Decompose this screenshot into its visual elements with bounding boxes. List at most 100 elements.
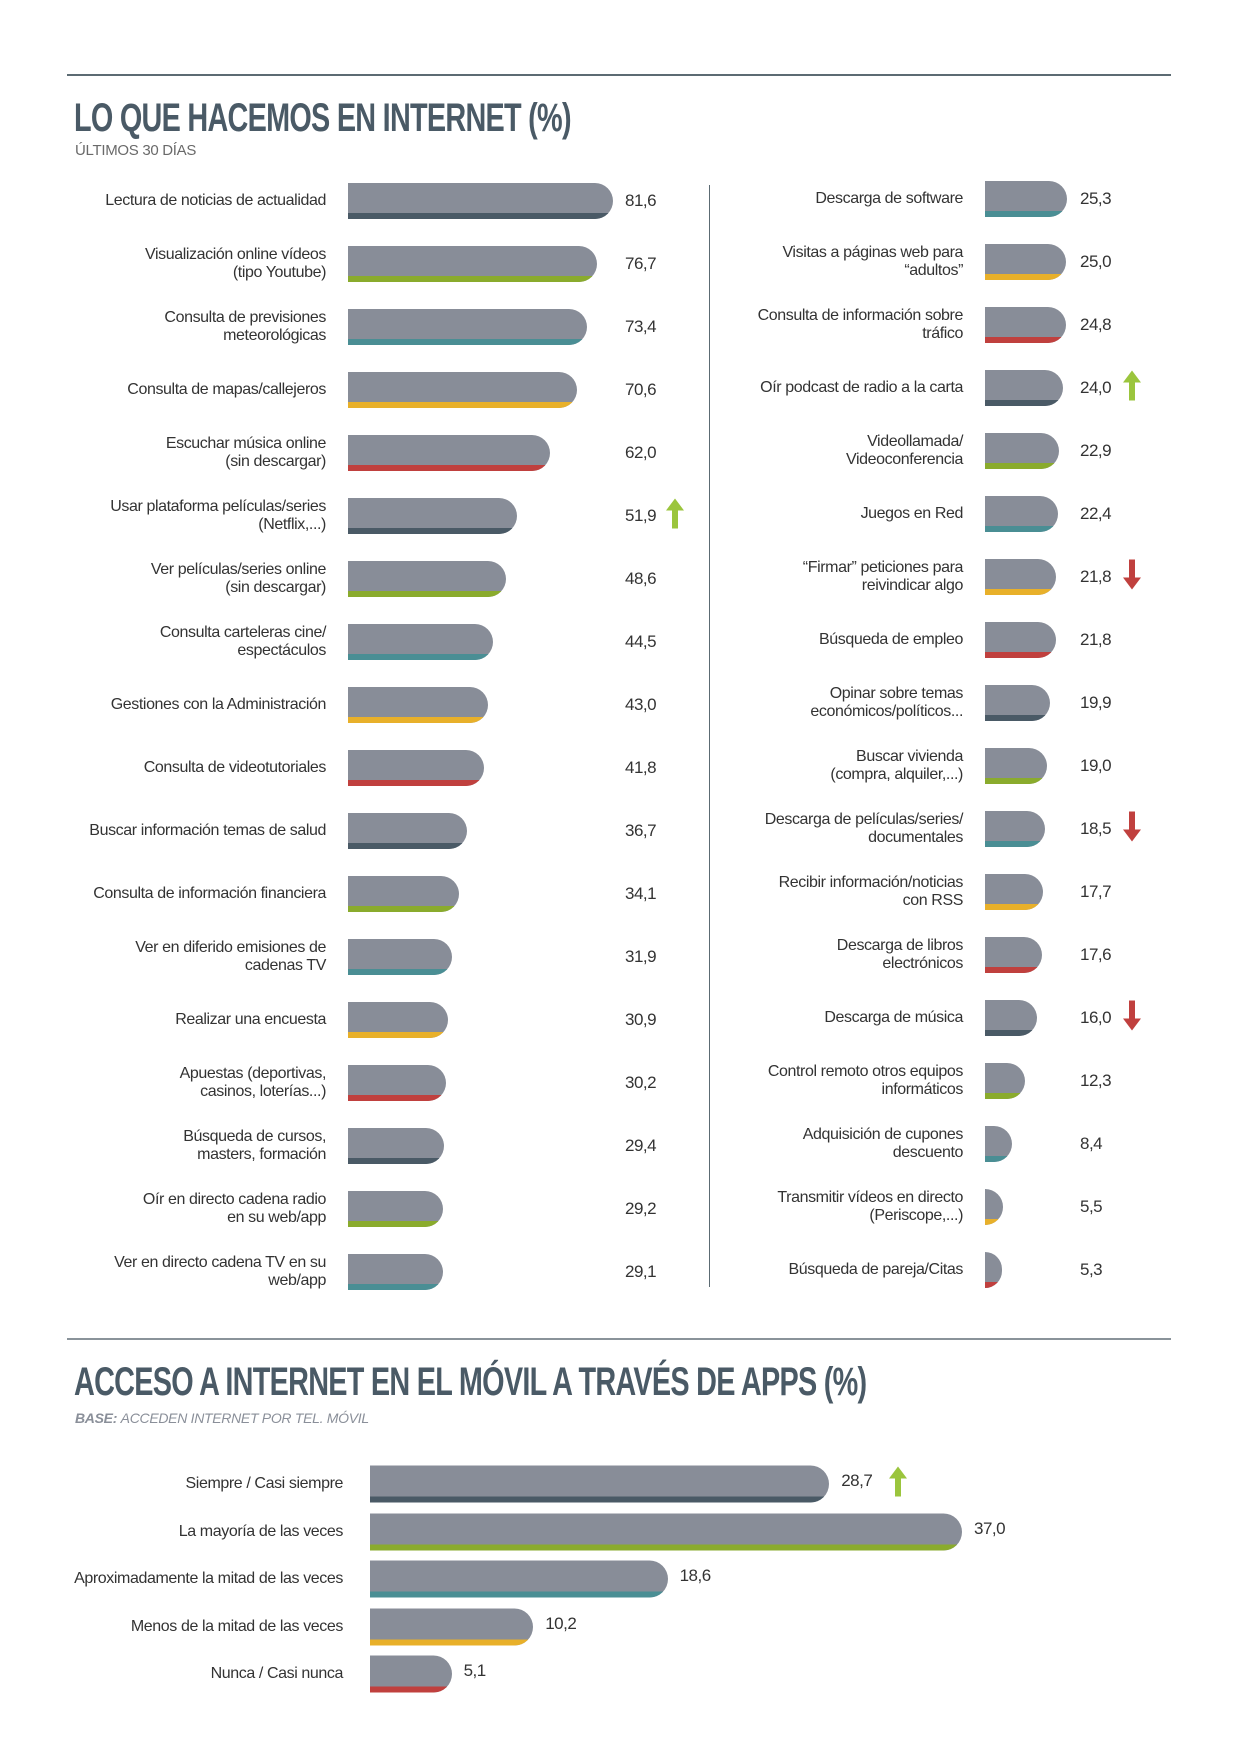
bar-stripe (985, 274, 1067, 280)
chart-subtitle-activities: ÚLTIMOS 30 DÍAS (75, 142, 197, 159)
bar-label: La mayoría de las veces (178, 1522, 344, 1540)
bar-stripe (985, 1156, 1013, 1162)
bar-value: 43,0 (625, 695, 657, 714)
bar-stripe (985, 904, 1043, 910)
bar-value: 24,8 (1080, 315, 1112, 334)
bar-label: Búsqueda de cursos, masters, formación (183, 1128, 326, 1163)
bar-label: Videollamada/ Videoconferencia (846, 433, 963, 468)
bar-stripe (348, 213, 614, 219)
bar (985, 370, 1063, 406)
bar (985, 622, 1056, 658)
bar-value: 17,7 (1080, 882, 1112, 901)
bar-value: 5,3 (1080, 1260, 1103, 1279)
bar-stripe (985, 589, 1056, 595)
bar (985, 1126, 1013, 1162)
bar (985, 559, 1056, 595)
bar-stripe (985, 841, 1046, 847)
bar-label: Visitas a páginas web para “adultos” (782, 244, 963, 279)
bar-stripe (348, 1221, 443, 1227)
bar-value: 17,6 (1080, 945, 1112, 964)
bar-label: “Firmar” peticiones para reivindicar alg… (802, 559, 964, 594)
bar-label: Menos de la mitad de las veces (130, 1617, 344, 1635)
bar-label: Descarga de películas/series/ documental… (764, 811, 964, 846)
bar-label: Recibir información/noticias con RSS (778, 874, 964, 909)
bar-value: 19,0 (1080, 756, 1112, 775)
bar-value: 41,8 (625, 758, 657, 777)
bar-label: Consulta de información financiera (93, 885, 326, 902)
bar (985, 496, 1058, 532)
bar (985, 1000, 1037, 1036)
bar-stripe (348, 276, 598, 282)
bar-stripe (348, 780, 484, 786)
base-text: ACCEDEN INTERNET POR TEL. MÓVIL (120, 1410, 369, 1426)
bar-label: Aproximadamente la mitad de las veces (74, 1570, 343, 1587)
bar (348, 1254, 443, 1290)
chart-base-note: BASE: ACCEDEN INTERNET POR TEL. MÓVIL (75, 1410, 369, 1426)
bar-label: Oír en directo cadena radio en su web/ap… (142, 1191, 326, 1226)
bar-stripe (985, 526, 1058, 532)
bar-value: 21,8 (1080, 567, 1112, 586)
bar (348, 246, 598, 282)
bar-label: Transmitir vídeos en directo (Periscope,… (777, 1189, 963, 1224)
bar-label: Control remoto otros equipos informático… (767, 1063, 964, 1098)
bar-label: Consulta carteleras cine/ espectáculos (159, 624, 326, 659)
bar-value: 29,1 (625, 1262, 657, 1281)
bar-value: 18,6 (679, 1566, 712, 1585)
section-divider (67, 1338, 1171, 1340)
bar-value: 19,9 (1080, 693, 1112, 712)
bar-value: 22,4 (1080, 504, 1112, 523)
bar-label: Descarga de software (815, 190, 963, 207)
bar-label: Búsqueda de pareja/Citas (788, 1261, 963, 1278)
bar-stripe (348, 402, 578, 408)
bar-stripe (348, 654, 493, 660)
chart-title-activities: LO QUE HACEMOS EN INTERNET (%) (74, 96, 572, 140)
bar-value: 5,1 (463, 1661, 487, 1680)
bar-value: 30,2 (625, 1073, 657, 1092)
trend-down-icon (1123, 1000, 1141, 1036)
bar-stripe (985, 211, 1068, 217)
bar (348, 1128, 444, 1164)
bar-label: Descarga de música (824, 1009, 963, 1026)
bar (348, 309, 587, 345)
bar-label: Ver en directo cadena TV en su web/app (114, 1254, 326, 1289)
bar-value: 37,0 (974, 1518, 1006, 1538)
bar (348, 435, 550, 471)
bar-label: Ver películas/series online (sin descarg… (150, 561, 326, 596)
bar (348, 687, 488, 723)
bar-value: 34,1 (625, 884, 657, 903)
bar-stripe (370, 1686, 452, 1693)
bar-stripe (985, 1282, 1003, 1288)
bar-value: 28,7 (841, 1471, 873, 1490)
bar-value: 36,7 (625, 821, 657, 840)
bar (985, 181, 1068, 217)
bar-stripe (985, 400, 1063, 406)
bar-value: 12,3 (1080, 1071, 1112, 1090)
bar-stripe (985, 967, 1043, 973)
bar-stripe (348, 843, 468, 849)
bar-value: 25,3 (1080, 189, 1112, 208)
bar-label: Oír podcast de radio a la carta (760, 379, 963, 396)
bar-value: 44,5 (625, 632, 657, 651)
bar-value: 8,4 (1080, 1134, 1103, 1153)
bar-value: 70,6 (625, 380, 657, 399)
bar-label: Gestiones con la Administración (110, 696, 327, 713)
bar-stripe (348, 528, 517, 534)
bar-value: 10,2 (545, 1613, 577, 1633)
bar (985, 874, 1043, 910)
bar (348, 939, 452, 975)
bar (348, 561, 506, 597)
bar-stripe (985, 778, 1047, 784)
bar-label: Consulta de mapas/callejeros (127, 381, 326, 398)
trend-up-icon (666, 498, 684, 534)
base-label: BASE: (75, 1410, 118, 1426)
bar (370, 1465, 830, 1503)
bar-label: Buscar vivienda (compra, alquiler,...) (830, 748, 963, 783)
column-divider (709, 185, 710, 1287)
bar-stripe (985, 652, 1056, 658)
bar-label: Visualización online vídeos (tipo Youtub… (144, 246, 326, 281)
bar-stripe (370, 1544, 962, 1550)
bar-label: Usar plataforma películas/series (Netfli… (110, 498, 326, 533)
bar (985, 1189, 1003, 1225)
bar-label: Buscar información temas de salud (89, 822, 326, 839)
bar-label: Apuestas (deportivas, casinos, loterías.… (179, 1065, 327, 1100)
